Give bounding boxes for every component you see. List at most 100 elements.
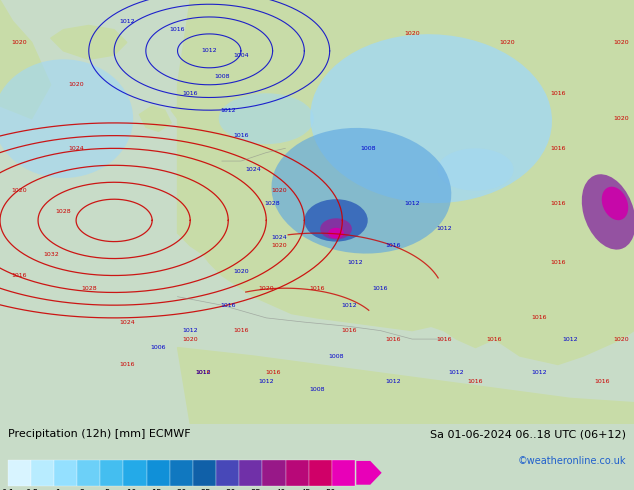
Text: 1016: 1016 (468, 379, 483, 384)
Polygon shape (178, 0, 634, 365)
Polygon shape (0, 0, 51, 119)
Text: 1020: 1020 (233, 269, 249, 274)
Text: 1012: 1012 (531, 370, 547, 375)
Text: 1012: 1012 (341, 303, 356, 308)
Text: 1016: 1016 (550, 91, 566, 96)
Text: 1016: 1016 (436, 337, 451, 342)
Bar (8, 460, 31, 486)
Text: 1020: 1020 (500, 40, 515, 45)
Text: 1028: 1028 (265, 201, 280, 206)
Text: 1020: 1020 (11, 188, 27, 193)
Text: 1008: 1008 (328, 353, 344, 359)
Text: 1016: 1016 (385, 337, 401, 342)
Text: ©weatheronline.co.uk: ©weatheronline.co.uk (518, 456, 626, 466)
Text: 1012: 1012 (436, 226, 451, 231)
Ellipse shape (437, 148, 514, 191)
Text: 1024: 1024 (68, 146, 84, 151)
Ellipse shape (320, 218, 352, 240)
Text: 1012: 1012 (563, 337, 578, 342)
Text: 1016: 1016 (265, 370, 280, 375)
Text: 1016: 1016 (183, 91, 198, 96)
Text: 1008: 1008 (360, 146, 375, 151)
Bar (146, 460, 170, 486)
Text: 1016: 1016 (550, 201, 566, 206)
FancyArrow shape (356, 461, 382, 485)
Bar (54, 460, 77, 486)
Text: 1012: 1012 (202, 49, 217, 53)
Text: 1008: 1008 (309, 388, 325, 392)
Text: 1028: 1028 (56, 209, 71, 215)
Polygon shape (368, 76, 520, 212)
Text: 1028: 1028 (81, 286, 96, 291)
Text: 1024: 1024 (119, 319, 134, 325)
Text: Sa 01-06-2024 06..18 UTC (06+12): Sa 01-06-2024 06..18 UTC (06+12) (430, 429, 626, 439)
Ellipse shape (271, 128, 451, 253)
Ellipse shape (582, 174, 634, 249)
Text: 1020: 1020 (11, 40, 27, 45)
Text: 1012: 1012 (449, 370, 464, 375)
Bar (170, 460, 193, 486)
Text: 1024: 1024 (246, 167, 261, 172)
Text: 1016: 1016 (233, 328, 249, 333)
Text: 1016: 1016 (487, 337, 502, 342)
Ellipse shape (304, 199, 368, 242)
Text: 1012: 1012 (221, 108, 236, 113)
Text: 1020: 1020 (614, 116, 629, 121)
Ellipse shape (0, 59, 133, 178)
Text: 1020: 1020 (68, 82, 84, 87)
Bar (262, 460, 285, 486)
Polygon shape (171, 93, 222, 136)
Text: 1020: 1020 (271, 244, 287, 248)
Bar (285, 460, 309, 486)
Text: 1004: 1004 (233, 52, 249, 58)
Text: 1020: 1020 (271, 188, 287, 193)
Text: 1016: 1016 (373, 286, 388, 291)
Ellipse shape (310, 34, 552, 203)
Text: 1016: 1016 (309, 286, 325, 291)
Text: 1012: 1012 (183, 328, 198, 333)
Text: 1032: 1032 (43, 252, 58, 257)
Bar (77, 460, 100, 486)
Bar (193, 460, 216, 486)
Bar (124, 460, 146, 486)
Text: 1016: 1016 (550, 146, 566, 151)
Bar (31, 460, 54, 486)
Bar (216, 460, 239, 486)
Text: 1012: 1012 (259, 379, 274, 384)
Text: 1016: 1016 (233, 133, 249, 138)
Ellipse shape (602, 187, 628, 220)
Text: 1016: 1016 (195, 370, 210, 375)
Bar (239, 460, 262, 486)
Text: 1016: 1016 (119, 362, 134, 367)
Text: 1016: 1016 (170, 27, 185, 32)
Text: 1016: 1016 (341, 328, 356, 333)
Text: 1006: 1006 (151, 345, 166, 350)
Text: 1016: 1016 (221, 303, 236, 308)
Text: 1020: 1020 (259, 286, 274, 291)
Polygon shape (139, 106, 171, 131)
Text: 1012: 1012 (347, 260, 363, 265)
Ellipse shape (328, 228, 344, 239)
Polygon shape (51, 25, 127, 59)
Polygon shape (178, 347, 634, 424)
Bar (100, 460, 124, 486)
Bar (332, 460, 355, 486)
Text: 1020: 1020 (183, 337, 198, 342)
Text: 1024: 1024 (271, 235, 287, 240)
Text: 1012: 1012 (195, 370, 210, 375)
Text: 1012: 1012 (119, 19, 134, 24)
Text: 1020: 1020 (614, 337, 629, 342)
Text: 1012: 1012 (385, 379, 401, 384)
Text: Precipitation (12h) [mm] ECMWF: Precipitation (12h) [mm] ECMWF (8, 429, 190, 439)
Text: 1020: 1020 (614, 40, 629, 45)
Text: 1016: 1016 (550, 260, 566, 265)
Text: 1016: 1016 (385, 244, 401, 248)
Bar (309, 460, 332, 486)
Text: 1008: 1008 (214, 74, 230, 79)
Text: 1016: 1016 (595, 379, 610, 384)
Ellipse shape (219, 93, 314, 144)
Text: 1020: 1020 (404, 31, 420, 36)
Text: 1012: 1012 (404, 201, 420, 206)
Text: 1016: 1016 (531, 316, 547, 320)
Text: 1016: 1016 (11, 273, 27, 278)
